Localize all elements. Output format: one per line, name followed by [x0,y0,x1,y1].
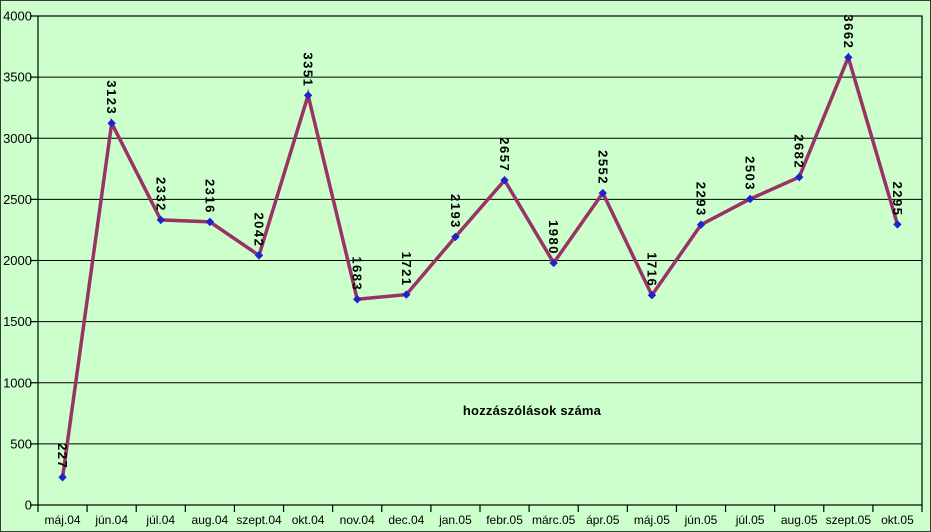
x-tick-label: márc.05 [532,513,576,527]
x-tick-label: febr.05 [486,513,523,527]
data-point-marker [598,188,607,198]
data-point-marker [893,220,902,229]
data-label: 1980 [546,220,561,255]
data-label: 3123 [104,80,119,115]
y-tick-label: 1500 [3,314,32,329]
data-point-marker [451,232,460,242]
x-tick-label: jan.05 [438,513,472,527]
data-label: 2657 [497,137,512,172]
data-label: 3662 [841,14,856,49]
y-tick-label: 3000 [3,131,32,146]
x-tick-label: aug.04 [192,513,229,527]
x-tick-label: szept.05 [826,513,872,527]
data-label: 2042 [252,212,267,247]
data-label: 2682 [792,134,807,169]
x-tick-label: júl.04 [145,513,175,527]
x-tick-label: máj.04 [45,513,81,527]
x-tick-label: szept.04 [236,513,282,527]
y-tick-label: 500 [10,436,32,451]
data-label: 2193 [448,194,463,229]
x-tick-label: jún.05 [684,513,718,527]
data-label: 2503 [743,156,758,191]
x-tick-label: okt.05 [881,513,914,527]
data-point-marker [303,91,313,100]
data-label: 1721 [399,252,414,287]
data-point-marker [353,295,362,304]
y-tick-label: 0 [25,498,32,513]
data-point-marker [402,290,411,299]
data-label: 1716 [644,252,659,287]
series-line [60,52,900,478]
data-label: 2332 [153,177,168,212]
data-label: 2552 [595,150,610,185]
data-point-marker [500,175,509,185]
data-label: 2295 [890,182,905,217]
data-label: 227 [55,443,70,469]
data-point-marker [549,258,558,268]
data-point-marker [696,220,706,229]
x-tick-label: dec.04 [388,513,424,527]
y-tick-label: 2500 [3,192,32,207]
x-tick-label: jún.04 [94,513,128,527]
data-point-marker [254,251,264,260]
data-label: 3351 [301,52,316,87]
x-tick-label: ápr.05 [586,513,620,527]
data-point-marker [156,215,165,225]
data-point-marker [795,172,804,182]
y-tick-label: 1000 [3,375,32,390]
x-tick-label: aug.05 [781,513,818,527]
data-label: 2316 [202,179,217,214]
data-label: 2293 [694,182,709,217]
x-tick-label: júl.05 [735,513,765,527]
x-tick-label: máj.05 [634,513,670,527]
data-point-marker [58,473,67,482]
x-tick-label: okt.04 [292,513,325,527]
y-tick-label: 4000 [3,9,32,24]
data-point-marker [205,217,215,227]
y-tick-label: 3500 [3,70,32,85]
data-label: 1683 [350,256,365,291]
data-point-marker [844,53,853,62]
data-point-marker [107,119,116,128]
chart-title: hozzászólások száma [462,403,602,418]
data-point-marker [647,291,657,300]
x-tick-label: nov.04 [340,513,375,527]
data-point-marker [745,194,755,204]
y-tick-label: 2000 [3,253,32,268]
